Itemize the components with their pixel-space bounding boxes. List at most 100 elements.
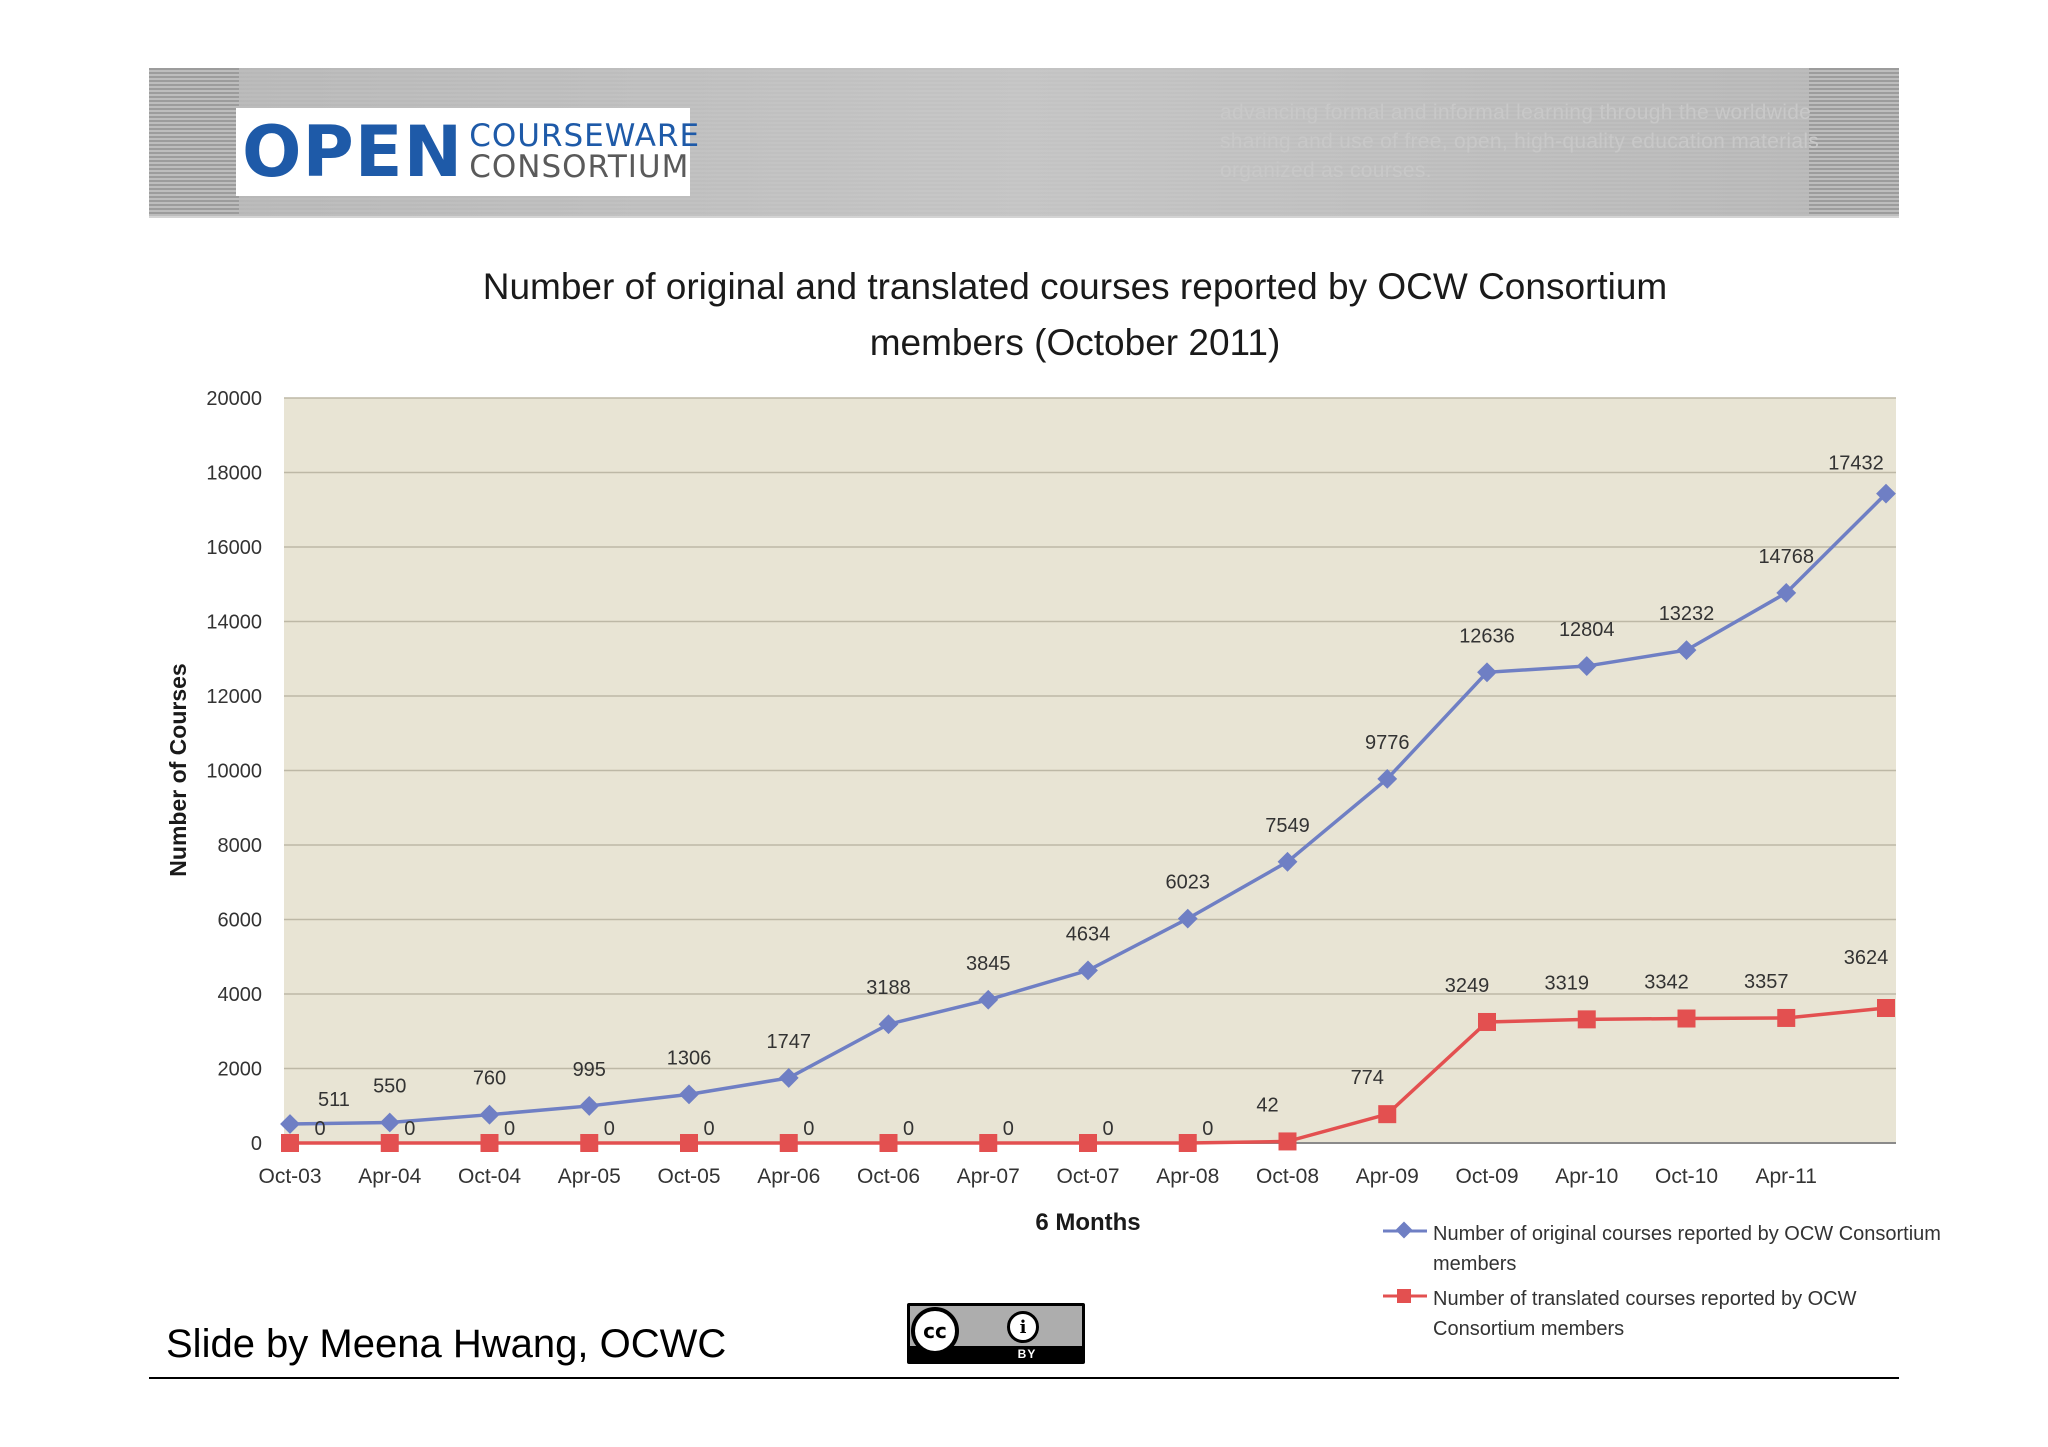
translated-point-marker (680, 1134, 698, 1152)
translated-data-label: 0 (1202, 1118, 1213, 1140)
translated-data-label: 42 (1256, 1094, 1278, 1116)
y-tick-label: 0 (251, 1133, 262, 1155)
original-point-marker (479, 1104, 500, 1125)
original-data-label: 12804 (1559, 619, 1615, 641)
original-point-marker (1277, 851, 1298, 872)
original-point-marker (1576, 656, 1597, 676)
logo-consortium-text: CONSORTIUM (469, 149, 690, 185)
translated-point-marker (979, 1134, 998, 1152)
translated-data-label: 3357 (1744, 971, 1789, 993)
y-tick-label: 6000 (218, 910, 263, 932)
original-data-label: 9776 (1365, 732, 1410, 754)
translated-point-marker (1577, 1010, 1596, 1029)
x-tick-label: Apr-10 (1555, 1165, 1618, 1188)
translated-point-marker (1079, 1134, 1097, 1152)
x-tick-label: Apr-08 (1156, 1165, 1219, 1188)
original-data-label: 17432 (1828, 453, 1884, 475)
translated-data-label: 0 (604, 1118, 615, 1140)
x-tick-label: Apr-07 (957, 1165, 1020, 1188)
cc-icon: cc (911, 1307, 959, 1355)
legend-marker-translated (1397, 1289, 1411, 1303)
y-tick-label: 8000 (218, 835, 263, 857)
original-data-label: 511 (318, 1089, 350, 1111)
footer-rule (149, 1377, 1899, 1379)
original-point-marker (1377, 768, 1398, 789)
original-data-label: 4634 (1066, 923, 1111, 945)
translated-point-marker (1178, 1134, 1197, 1152)
ocw-logo: OPEN COURSEWARE CONSORTIUM (236, 108, 699, 196)
legend-text-original: Number of original courses reported by O… (1433, 1223, 1947, 1275)
y-axis-label: Number of Courses (165, 663, 191, 876)
x-tick-label: Apr-05 (558, 1165, 621, 1188)
legend-original-line2: members (1433, 1253, 1516, 1275)
series-layer (280, 483, 1896, 1152)
original-data-label: 7549 (1265, 815, 1310, 837)
y-tick-label: 14000 (206, 612, 262, 634)
original-data-label: 1306 (667, 1047, 712, 1069)
header-tagline: advancing formal and informal learning t… (1220, 101, 1820, 182)
translated-data-label: 774 (1351, 1067, 1384, 1089)
slide-credit: Slide by Meena Hwang, OCWC (166, 1322, 727, 1366)
x-tick-label: Oct-06 (857, 1165, 920, 1188)
x-tick-label: Apr-06 (757, 1165, 820, 1188)
chart-legend: Number of original courses reported by O… (1383, 1221, 1947, 1340)
translated-data-label: 3342 (1644, 972, 1689, 994)
original-data-label: 3188 (866, 977, 911, 999)
translated-data-label: 0 (404, 1118, 415, 1140)
x-tick-label: Oct-09 (1455, 1165, 1518, 1188)
legend-translated-line2: Consortium members (1433, 1318, 1624, 1340)
legend-original-line1: Number of original courses reported by O… (1433, 1223, 1941, 1245)
original-point-marker (280, 1114, 300, 1134)
x-tick-label: Oct-07 (1056, 1165, 1119, 1188)
original-point-marker (1776, 582, 1797, 603)
translated-point-marker (1278, 1132, 1297, 1151)
original-point-marker (1876, 483, 1896, 504)
x-tick-label: Apr-11 (1756, 1165, 1817, 1188)
y-axis-ticks: 0 2000 4000 6000 8000 10000 12000 14000 16000 180… (206, 388, 262, 1155)
original-point-marker (778, 1068, 799, 1088)
data-labels-layer: 511 550 760 995 1306 1747 3188 3845 4634 6023 7549… (314, 453, 1888, 1140)
attribution-icon: i (1007, 1311, 1039, 1343)
translated-data-label: 0 (504, 1118, 515, 1140)
original-data-label: 12636 (1459, 625, 1515, 647)
translated-point-marker (1877, 999, 1895, 1018)
original-data-label: 550 (373, 1076, 406, 1098)
original-data-label: 13232 (1659, 603, 1715, 625)
gridlines (284, 397, 1896, 1070)
chart-title-line2: members (October 2011) (870, 322, 1281, 363)
translated-point-marker (1677, 1009, 1696, 1028)
translated-point-marker (580, 1134, 599, 1152)
y-tick-label: 12000 (206, 686, 262, 708)
original-point-marker (379, 1112, 400, 1133)
original-point-marker (1676, 640, 1697, 661)
legend-translated-line1: Number of translated courses reported by… (1433, 1288, 1857, 1310)
translated-data-label: 0 (1003, 1118, 1014, 1140)
x-tick-label: Oct-04 (458, 1165, 521, 1188)
translated-data-label: 0 (703, 1118, 714, 1140)
original-data-label: 995 (573, 1059, 606, 1081)
translated-data-label: 3319 (1545, 972, 1590, 994)
original-point-marker (878, 1014, 899, 1035)
cc-by-license-badge[interactable]: cc i BY (907, 1303, 1085, 1364)
original-data-label: 3845 (966, 953, 1011, 975)
translated-point-marker (1478, 1012, 1496, 1031)
license-by-text: BY (1017, 1347, 1037, 1361)
x-tick-label: Oct-08 (1256, 1165, 1319, 1188)
translated-data-label: 0 (314, 1118, 325, 1140)
legend-marker-original (1395, 1221, 1413, 1239)
y-tick-label: 10000 (206, 761, 262, 783)
x-tick-label: Oct-03 (258, 1165, 321, 1188)
translated-data-label: 3249 (1445, 975, 1490, 997)
original-point-marker (579, 1096, 600, 1116)
logo-courseware-text: COURSEWARE (469, 118, 701, 154)
original-point-marker (1078, 960, 1098, 981)
original-point-marker (679, 1084, 699, 1105)
translated-point-marker (1378, 1105, 1397, 1124)
original-data-label: 760 (473, 1068, 506, 1090)
chart-title-line1: Number of original and translated course… (483, 266, 1668, 307)
original-data-label: 14768 (1758, 546, 1814, 568)
x-tick-label: Oct-10 (1655, 1165, 1718, 1188)
y-tick-label: 20000 (206, 388, 262, 410)
original-point-marker (1177, 908, 1198, 929)
